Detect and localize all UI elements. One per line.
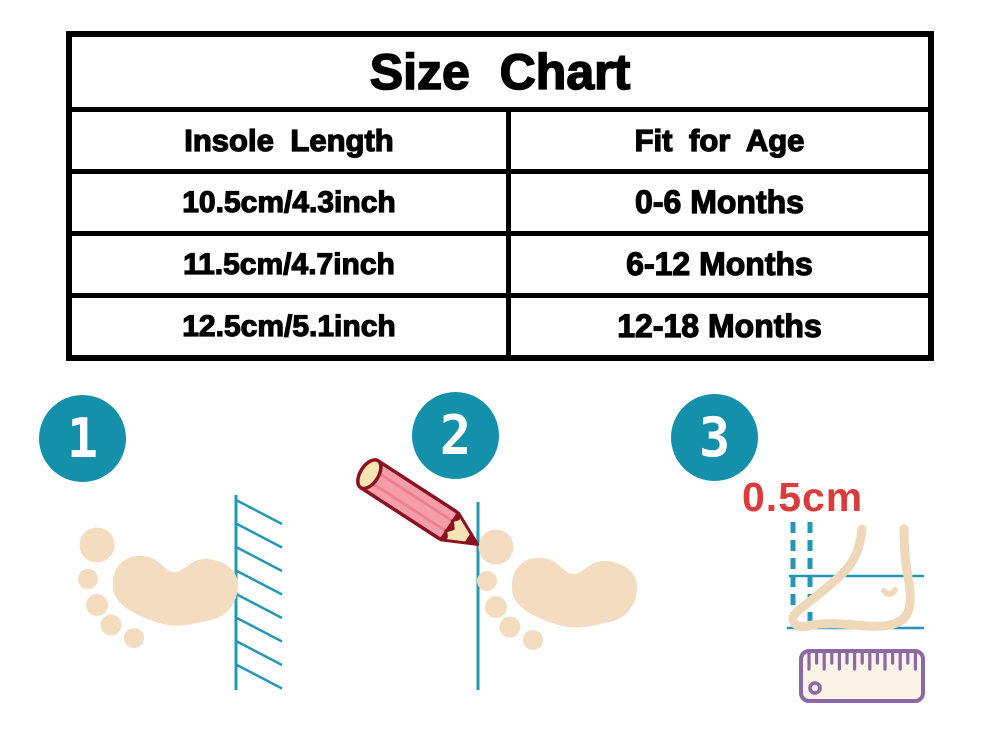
step-3-badge: 3 [671, 394, 758, 481]
insole-length-value: 12.5cm/5.1inch [182, 309, 397, 343]
step3-illustration [787, 522, 925, 703]
table-row: 10.5cm/4.3inch 0-6 Months [72, 174, 928, 236]
table-row: 11.5cm/4.7inch 6-12 Months [72, 236, 928, 298]
measure-offset-label: 0.5cm [742, 474, 864, 520]
step-3-number: 3 [698, 406, 731, 469]
fit-for-age-value: 6-12 Months [505, 236, 928, 293]
table-title: Size Chart [72, 37, 928, 112]
step-2-badge: 2 [412, 392, 499, 479]
step-2-number: 2 [439, 404, 472, 467]
step-1-number: 1 [66, 407, 99, 470]
table-row: 12.5cm/5.1inch 12-18 Months [72, 298, 928, 355]
wall-hatch-icon [234, 495, 283, 690]
column-header-fit-for-age: Fit for Age [505, 112, 928, 169]
insole-length-value: 11.5cm/4.7inch [182, 247, 395, 281]
step2-illustration [356, 458, 638, 690]
footprint-icon [78, 527, 239, 648]
column-header-insole-length: Insole Length [184, 122, 395, 158]
fit-for-age-value: 12-18 Months [505, 298, 928, 355]
pencil-icon [356, 458, 480, 546]
insole-length-value: 10.5cm/4.3inch [182, 185, 397, 219]
table-header-row: Insole Length Fit for Age [72, 112, 928, 174]
footprint-icon [477, 529, 638, 650]
fit-for-age-value: 0-6 Months [505, 174, 928, 231]
step-1-badge: 1 [39, 395, 126, 482]
step1-illustration [78, 495, 283, 690]
ruler-icon [799, 649, 925, 703]
size-chart-table: Size Chart Insole Length Fit for Age 10.… [66, 31, 934, 361]
foot-profile-icon [788, 524, 915, 632]
